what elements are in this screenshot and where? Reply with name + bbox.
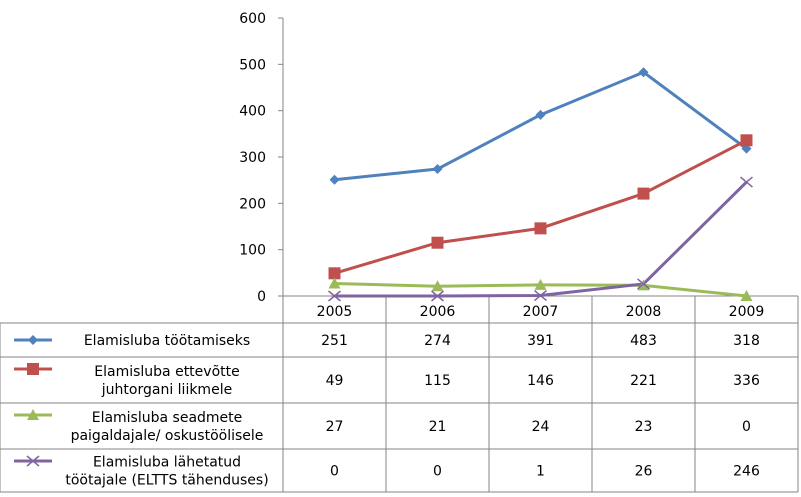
table-value: 336 [733, 373, 760, 389]
series-point-x [431, 290, 444, 302]
table-value: 0 [742, 419, 751, 435]
data-table-legend: Elamisluba töötamiseks Elamisluba ettevõt… [14, 333, 269, 489]
y-tick-label: 0 [257, 289, 266, 305]
series-lines [334, 70, 748, 298]
x-axis-labels: 2005 2006 2007 2008 2009 [317, 304, 765, 320]
series-point-triangle [328, 277, 341, 289]
x-category-label: 2008 [626, 304, 662, 320]
x-marker-stroke [534, 289, 547, 302]
series-point-square [27, 363, 39, 375]
y-tick-label: 300 [239, 150, 266, 166]
x-marker-stroke [431, 290, 444, 302]
legend-label: Elamisluba lähetatud [93, 455, 241, 471]
x-marker-stroke [740, 176, 753, 188]
y-tick-label: 400 [239, 104, 266, 120]
data-table-grid [0, 295, 799, 493]
series-point-triangle [431, 280, 444, 292]
series-point-triangle [740, 290, 753, 301]
series-point-square [328, 267, 341, 280]
series-point-triangle [534, 278, 547, 290]
y-tick-label: 600 [239, 11, 266, 27]
table-value: 246 [733, 464, 760, 480]
table-value: 391 [527, 333, 554, 349]
y-tick-label: 100 [239, 243, 266, 259]
y-tick-label: 500 [239, 57, 266, 73]
series-point-diamond [638, 67, 649, 78]
series-point-square [740, 134, 753, 147]
legend-label: Elamisluba seadmete [92, 410, 243, 426]
table-value: 0 [433, 464, 442, 480]
table-value: 146 [527, 373, 554, 389]
table-value: 274 [424, 333, 451, 349]
table-value: 27 [326, 419, 344, 435]
x-category-label: 2007 [523, 304, 559, 320]
series-point-square [534, 222, 547, 235]
table-value: 318 [733, 333, 760, 349]
series-point-diamond [535, 109, 546, 120]
series-point-square [637, 187, 650, 200]
x-marker-stroke [26, 455, 40, 467]
series-point-x [328, 290, 341, 302]
legend-label: paigaldajale/ oskustöölisele [71, 428, 264, 444]
series-point-x [740, 176, 753, 188]
series-markers [328, 67, 753, 302]
series-point-diamond [28, 335, 38, 345]
table-value: 1 [536, 464, 545, 480]
series-point-triangle [27, 409, 39, 420]
legend-label: Elamisluba töötamiseks [84, 333, 250, 349]
table-value: 483 [630, 333, 657, 349]
series-line-2 [334, 138, 748, 275]
table-value: 251 [321, 333, 348, 349]
x-marker-stroke [637, 278, 650, 290]
series-line-1 [334, 70, 748, 182]
series-point-square [431, 236, 444, 249]
series-point-diamond [432, 164, 443, 175]
legend-label: töötajale (ELTTS tähenduses) [65, 473, 268, 489]
table-value: 221 [630, 373, 657, 389]
legend-label: Elamisluba ettevõtte [94, 364, 239, 380]
y-tick-label: 200 [239, 196, 266, 212]
data-table-values: 251 274 391 483 318 49 115 146 221 336 27 21 24 23 0 0 0… [321, 333, 760, 480]
series-point-x [534, 289, 547, 302]
y-axis: 0 100 200 300 400 500 600 [239, 11, 284, 305]
legend-label: juhtorgani liikmele [101, 382, 232, 398]
series-point-x [637, 278, 650, 290]
table-value: 21 [429, 419, 447, 435]
table-value: 49 [326, 373, 344, 389]
x-marker-stroke [328, 290, 341, 302]
table-value: 115 [424, 373, 451, 389]
series-point-x [26, 455, 40, 467]
table-value: 26 [635, 464, 653, 480]
table-value: 24 [532, 419, 550, 435]
x-category-label: 2009 [729, 304, 765, 320]
x-category-label: 2005 [317, 304, 353, 320]
x-category-label: 2006 [420, 304, 456, 320]
table-value: 23 [635, 419, 653, 435]
series-point-diamond [329, 174, 340, 185]
table-value: 0 [330, 464, 339, 480]
